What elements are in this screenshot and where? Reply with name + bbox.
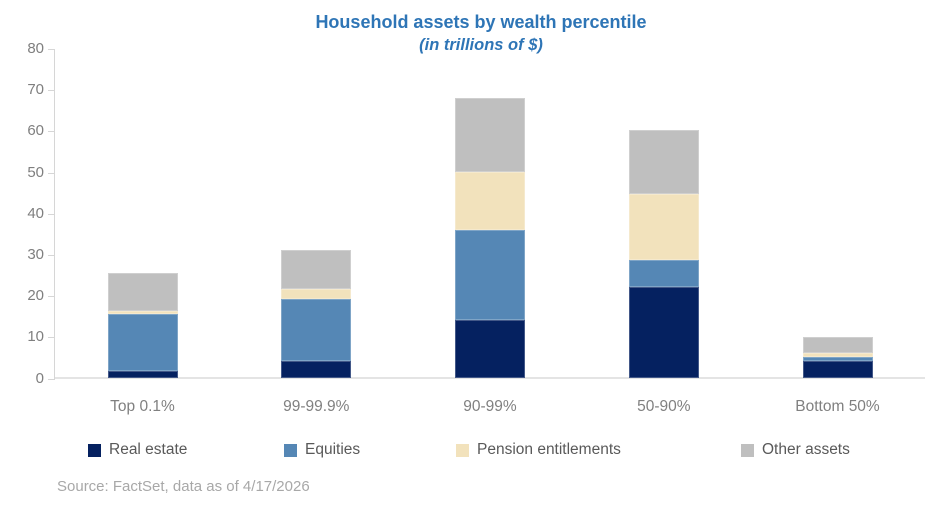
legend-item-pension-entitlements: Pension entitlements <box>456 441 621 459</box>
bar-segment-real-estate-top-0-1- <box>107 371 178 379</box>
x-axis-category-label: Top 0.1% <box>110 398 175 415</box>
bar-segment-pension-entitlements-90-99- <box>455 171 525 231</box>
y-axis-tick-mark <box>48 131 55 133</box>
bar-segment-other-assets-90-99- <box>455 98 525 172</box>
legend-label: Equities <box>305 441 361 458</box>
bar-segment-equities-bottom-50- <box>802 357 873 362</box>
chart-header: Household assets by wealth percentile (i… <box>26 10 936 56</box>
y-axis-tick-label: 20 <box>27 287 44 305</box>
bar-segment-pension-entitlements-50-90- <box>628 193 699 260</box>
bar-segment-pension-entitlements-99-99-9- <box>281 289 352 300</box>
bar-segment-equities-99-99-9- <box>281 299 352 361</box>
y-axis-tick-mark <box>48 49 55 50</box>
bar-segment-pension-entitlements-bottom-50- <box>802 352 873 358</box>
y-axis-tick-mark <box>48 172 55 174</box>
chart-subtitle: (in trillions of $) <box>419 36 543 54</box>
y-axis-tick-label: 0 <box>35 369 44 387</box>
y-axis-tick-label: 30 <box>27 245 44 263</box>
x-axis-category-label: 90-99% <box>463 398 517 415</box>
x-axis-category-label: 99-99.9% <box>283 398 350 415</box>
y-axis-tick-mark <box>48 296 55 298</box>
bar-segment-other-assets-top-0-1- <box>107 272 178 312</box>
bar-segment-other-assets-99-99-9- <box>281 249 352 290</box>
y-axis-line <box>54 49 55 379</box>
bar-segment-pension-entitlements-top-0-1- <box>107 311 178 315</box>
y-axis-tick-mark <box>48 378 55 380</box>
y-axis-tick-label: 80 <box>27 40 44 57</box>
legend-swatch-icon <box>456 443 469 457</box>
source-note: Source: FactSet, data as of 4/17/2026 <box>57 478 310 495</box>
y-axis-tick-label: 40 <box>27 204 44 222</box>
y-axis-tick-mark <box>48 90 55 92</box>
x-axis-category-label: Bottom 50% <box>795 398 880 415</box>
chart-title: Household assets by wealth percentile <box>315 12 647 32</box>
legend-label: Pension entitlements <box>477 441 621 458</box>
y-axis-tick-label: 10 <box>27 328 44 346</box>
legend-swatch-icon <box>741 443 754 457</box>
bar-segment-real-estate-50-90- <box>628 286 699 379</box>
bar-segment-equities-90-99- <box>455 230 525 320</box>
bar-segment-real-estate-99-99-9- <box>281 360 352 379</box>
bar-segment-equities-top-0-1- <box>107 314 178 372</box>
legend-swatch-icon <box>284 443 297 457</box>
bar-segment-real-estate-90-99- <box>455 319 525 379</box>
legend-item-equities: Equities <box>284 441 360 459</box>
y-axis-tick-label: 70 <box>27 81 44 99</box>
legend-label: Other assets <box>762 441 850 458</box>
bar-segment-other-assets-bottom-50- <box>802 337 873 353</box>
y-axis-tick-mark <box>48 337 55 339</box>
bar-segment-other-assets-50-90- <box>628 130 699 194</box>
legend-item-other-assets: Other assets <box>741 441 850 459</box>
x-axis-category-label: 50-90% <box>637 398 691 415</box>
legend-swatch-icon <box>88 443 101 457</box>
y-axis-tick-label: 60 <box>27 122 44 140</box>
bar-segment-real-estate-bottom-50- <box>802 361 873 379</box>
y-axis-tick-label: 50 <box>27 163 44 181</box>
bar-segment-equities-50-90- <box>628 259 699 287</box>
legend-item-real-estate: Real estate <box>88 441 187 459</box>
legend-label: Real estate <box>109 441 188 458</box>
y-axis-tick-mark <box>48 213 55 215</box>
y-axis-tick-mark <box>48 254 55 256</box>
